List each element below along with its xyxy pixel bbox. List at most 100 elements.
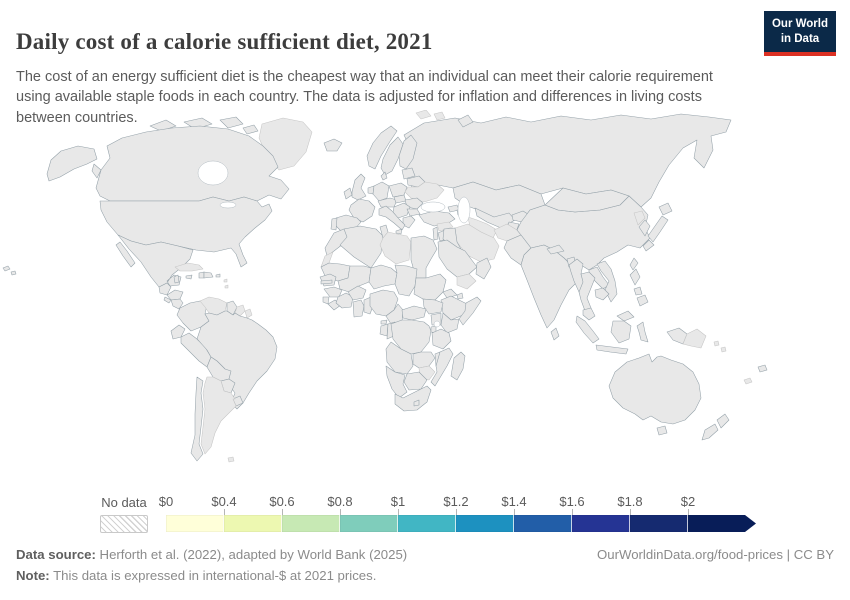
country-australia[interactable] <box>608 353 702 436</box>
world-choropleth-map[interactable] <box>0 110 850 485</box>
country-madagascar[interactable] <box>450 351 466 381</box>
country-new-zealand[interactable] <box>701 413 730 441</box>
legend-bin-2[interactable] <box>282 515 340 532</box>
country-puerto-rico[interactable] <box>215 273 221 278</box>
country-south-korea[interactable] <box>638 219 651 237</box>
country-argentina[interactable] <box>200 376 237 455</box>
legend-bin-1[interactable] <box>224 515 282 532</box>
owid-logo[interactable]: Our World in Data <box>764 11 836 56</box>
country-guatemala[interactable] <box>158 282 172 296</box>
country-chile[interactable] <box>190 376 204 462</box>
country-japan[interactable] <box>642 202 673 252</box>
country-falkland-islands[interactable] <box>227 456 235 463</box>
country-germany[interactable] <box>372 181 390 202</box>
country-french-guiana[interactable] <box>244 308 253 319</box>
country-ecuador[interactable] <box>170 324 186 340</box>
country-algeria[interactable] <box>339 225 384 269</box>
country-djibouti[interactable] <box>456 292 464 300</box>
legend-bin-8[interactable] <box>630 515 688 532</box>
country-baltic-states[interactable] <box>401 167 416 180</box>
legend-bin-4[interactable] <box>398 515 456 532</box>
country-novaya-zemlya[interactable] <box>457 114 474 128</box>
country-taiwan[interactable] <box>629 257 639 271</box>
country-namibia[interactable] <box>385 365 408 399</box>
country-finland[interactable] <box>398 134 418 170</box>
legend-bin-0[interactable] <box>166 515 224 532</box>
country-greece[interactable] <box>402 215 416 229</box>
legend-bin-3[interactable] <box>340 515 398 532</box>
country-dr-congo[interactable] <box>390 319 432 355</box>
country-hawaii[interactable] <box>2 265 17 276</box>
country-cambodia[interactable] <box>594 287 610 301</box>
country-nepal[interactable] <box>546 244 565 255</box>
country-yemen[interactable] <box>456 273 477 290</box>
country-uzbekistan[interactable] <box>474 207 516 229</box>
country-sudan[interactable] <box>413 273 447 301</box>
country-mongolia[interactable] <box>544 187 630 213</box>
country-lesotho[interactable] <box>413 399 420 407</box>
country-jamaica[interactable] <box>185 274 193 280</box>
country-italy[interactable] <box>378 205 406 235</box>
country-israel-lebanon[interactable] <box>432 226 439 241</box>
legend-bin-6[interactable] <box>514 515 572 532</box>
country-svalbard[interactable] <box>415 110 446 121</box>
legend-color-bar[interactable] <box>166 515 756 532</box>
country-suriname[interactable] <box>234 304 246 317</box>
country-ireland[interactable] <box>343 187 353 200</box>
country-kenya[interactable] <box>440 312 460 334</box>
country-guinea[interactable] <box>323 286 343 298</box>
country-north-korea[interactable] <box>633 210 646 226</box>
country-mozambique[interactable] <box>430 347 454 387</box>
country-sweden[interactable] <box>380 136 404 176</box>
country-ivory-coast[interactable] <box>335 292 354 309</box>
country-equatorial-guinea[interactable] <box>380 319 388 325</box>
country-honduras[interactable] <box>166 289 184 301</box>
country-philippines[interactable] <box>629 268 649 307</box>
country-vietnam[interactable] <box>596 260 618 303</box>
country-ukraine[interactable] <box>404 181 445 203</box>
country-somalia[interactable] <box>458 296 482 326</box>
country-alaska[interactable] <box>46 145 102 182</box>
country-nicaragua[interactable] <box>170 298 184 310</box>
country-sri-lanka[interactable] <box>550 327 560 341</box>
country-libya[interactable] <box>379 231 412 265</box>
country-south-sudan[interactable] <box>422 298 444 315</box>
country-bulgaria[interactable] <box>406 208 421 217</box>
country-haiti[interactable] <box>198 271 205 279</box>
country-new-caledonia[interactable] <box>743 377 753 385</box>
country-gambia[interactable] <box>320 279 333 285</box>
country-denmark[interactable] <box>380 171 388 181</box>
legend-bin-9[interactable] <box>688 515 756 532</box>
country-norway[interactable] <box>366 125 398 170</box>
legend-bin-7[interactable] <box>572 515 630 532</box>
owid-link[interactable]: OurWorldinData.org/food-prices | CC BY <box>597 547 834 562</box>
country-malaysia[interactable] <box>582 307 635 322</box>
country-south-africa[interactable] <box>394 385 432 412</box>
country-sierra-leone[interactable] <box>322 296 330 305</box>
country-belize[interactable] <box>173 274 180 284</box>
country-el-salvador[interactable] <box>163 296 172 304</box>
country-poland[interactable] <box>388 182 408 198</box>
country-solomon-islands[interactable] <box>713 340 727 353</box>
country-senegal[interactable] <box>319 273 337 287</box>
country-niger[interactable] <box>368 264 398 290</box>
country-fiji[interactable] <box>757 364 768 373</box>
country-guyana[interactable] <box>226 300 238 316</box>
country-ghana[interactable] <box>352 299 365 318</box>
country-dominican-republic[interactable] <box>203 271 214 279</box>
country-tanzania[interactable] <box>431 328 452 350</box>
country-united-kingdom[interactable] <box>351 173 367 201</box>
country-papua-new-guinea[interactable] <box>682 328 707 349</box>
country-oman[interactable] <box>475 257 492 280</box>
country-caribbean-islands[interactable] <box>223 278 229 289</box>
country-chad[interactable] <box>394 264 418 297</box>
country-central-african-republic[interactable] <box>401 305 427 321</box>
country-zambia[interactable] <box>412 351 436 369</box>
country-gabon[interactable] <box>379 323 389 337</box>
country-portugal[interactable] <box>330 217 338 231</box>
country-indonesia[interactable] <box>575 315 688 355</box>
country-austria-czechia[interactable] <box>377 197 398 208</box>
country-iceland[interactable] <box>323 138 343 152</box>
country-burkina-faso[interactable] <box>347 285 367 301</box>
country-canada-arctic-islands[interactable] <box>149 116 259 135</box>
